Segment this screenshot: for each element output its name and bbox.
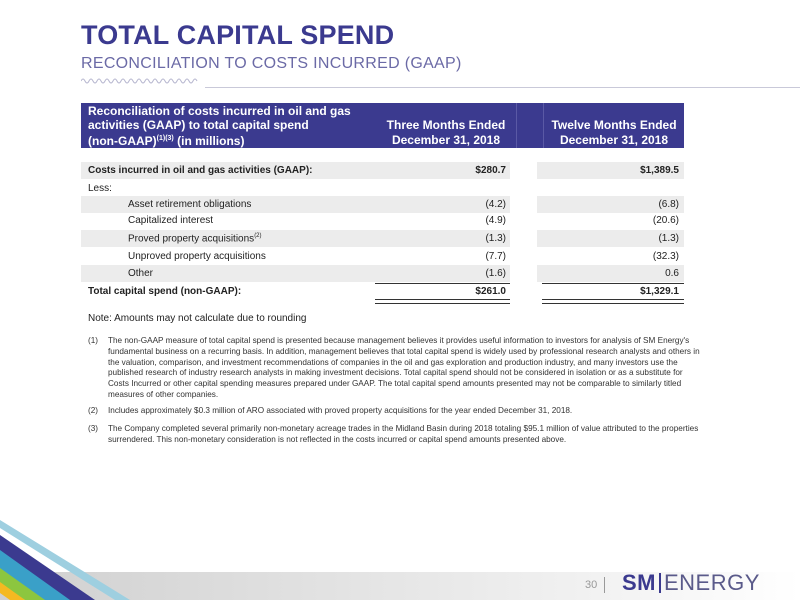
rounding-note: Note: Amounts may not calculate due to r… [88, 313, 307, 324]
page-separator [604, 577, 605, 593]
subtotal-rule [375, 283, 510, 284]
table-header: Reconciliation of costs incurred in oil … [81, 103, 684, 148]
row-value-twelve-months: 0.6 [665, 268, 679, 279]
table-row: Unproved property acquisitions (7.7) (32… [81, 248, 684, 265]
footnote: (3) The Company completed several primar… [88, 424, 699, 444]
row-label: Proved property acquisitions(2) [128, 233, 262, 245]
row-label: Costs incurred in oil and gas activities… [88, 165, 313, 176]
total-double-rule [375, 299, 510, 304]
header-divider-line [543, 103, 544, 148]
total-double-rule [542, 299, 684, 304]
header-description: Reconciliation of costs incurred in oil … [88, 104, 351, 148]
row-label: Less: [88, 183, 112, 194]
header-three-months: Three Months Ended December 31, 2018 [386, 118, 506, 147]
header-divider-line [516, 103, 517, 148]
row-label: Total capital spend (non-GAAP): [88, 286, 242, 297]
header-twelve-months: Twelve Months Ended December 31, 2018 [551, 118, 677, 147]
table-row: Proved property acquisitions(2) (1.3) (1… [81, 230, 684, 247]
row-label: Capitalized interest [128, 215, 214, 226]
decorative-squiggle [81, 78, 198, 84]
row-value-three-months: $261.0 [475, 286, 506, 297]
row-value-twelve-months: (1.3) [658, 233, 679, 244]
table-row-total: Total capital spend (non-GAAP): $261.0 $… [81, 283, 684, 300]
row-label: Unproved property acquisitions [128, 251, 266, 262]
table-row: Other (1.6) 0.6 [81, 265, 684, 282]
row-value-three-months: (4.9) [485, 215, 506, 226]
row-value-twelve-months: (32.3) [652, 251, 679, 262]
page-number: 30 [585, 579, 598, 591]
row-value-three-months: $280.7 [475, 165, 506, 176]
row-value-twelve-months: $1,329.1 [640, 286, 679, 297]
row-label: Other [128, 268, 154, 279]
row-value-three-months: (7.7) [485, 251, 506, 262]
row-label: Asset retirement obligations [128, 199, 252, 210]
sm-energy-logo: SM ENERGY [622, 570, 760, 595]
row-value-three-months: (4.2) [485, 199, 506, 210]
row-value-twelve-months: $1,389.5 [640, 165, 679, 176]
footer-gradient-bar [0, 572, 800, 600]
subtotal-rule [542, 283, 684, 284]
row-value-twelve-months: (20.6) [652, 215, 679, 226]
footnote: (2) Includes approximately $0.3 million … [88, 406, 573, 415]
table-row: Costs incurred in oil and gas activities… [81, 162, 684, 179]
corner-accent-stripes [0, 520, 130, 600]
row-value-twelve-months: (6.8) [658, 199, 679, 210]
footnote: (1) The non-GAAP measure of total capita… [88, 336, 700, 399]
row-value-three-months: (1.6) [485, 268, 506, 279]
row-value-three-months: (1.3) [485, 233, 506, 244]
table-row: Asset retirement obligations (4.2) (6.8) [81, 196, 684, 213]
table-row: Capitalized interest (4.9) (20.6) [81, 212, 684, 229]
table-row: Less: [81, 180, 684, 197]
page-subtitle: RECONCILIATION TO COSTS INCURRED (GAAP) [81, 55, 462, 72]
header-divider [205, 87, 800, 88]
page-title: TOTAL CAPITAL SPEND [81, 20, 395, 50]
